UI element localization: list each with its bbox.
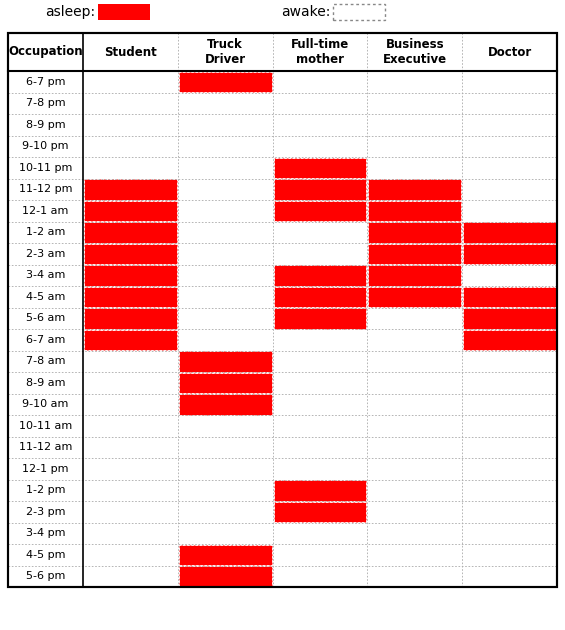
Bar [368, 244, 461, 264]
Text: Business
Executive: Business Executive [383, 38, 447, 66]
Text: 8-9 am: 8-9 am [26, 378, 65, 387]
Text: 2-3 am: 2-3 am [26, 249, 65, 259]
Bar [368, 200, 461, 221]
Text: Truck
Driver: Truck Driver [205, 38, 246, 66]
Bar [84, 200, 177, 221]
Bar [463, 244, 556, 264]
Text: 10-11 am: 10-11 am [19, 421, 72, 431]
Text: 9-10 pm: 9-10 pm [22, 141, 69, 151]
Text: 3-4 am: 3-4 am [26, 270, 65, 280]
Text: 10-11 pm: 10-11 pm [19, 163, 72, 173]
Bar [463, 222, 556, 243]
Text: 4-5 am: 4-5 am [26, 292, 65, 302]
Text: 1-2 am: 1-2 am [26, 227, 65, 238]
Text: 1-2 pm: 1-2 pm [26, 485, 65, 495]
Bar [463, 287, 556, 307]
Bar [84, 265, 177, 285]
Bar [179, 372, 272, 393]
Text: 12-1 pm: 12-1 pm [22, 464, 69, 474]
Bar [84, 329, 177, 350]
Bar [179, 394, 272, 415]
Bar [273, 480, 366, 500]
Bar [84, 179, 177, 200]
Bar [368, 179, 461, 200]
Bar [179, 351, 272, 372]
Text: 11-12 pm: 11-12 pm [19, 184, 72, 194]
Text: 7-8 am: 7-8 am [26, 356, 65, 366]
Bar [179, 544, 272, 565]
Text: 6-7 pm: 6-7 pm [26, 77, 65, 87]
Bar [368, 265, 461, 285]
Bar [273, 265, 366, 285]
Text: 9-10 am: 9-10 am [22, 399, 69, 410]
Text: 3-4 pm: 3-4 pm [26, 528, 65, 538]
Bar [84, 287, 177, 307]
Text: 6-7 am: 6-7 am [26, 335, 65, 345]
Bar [84, 244, 177, 264]
Text: 12-1 am: 12-1 am [22, 206, 69, 215]
Text: 5-6 pm: 5-6 pm [26, 571, 65, 581]
Bar [273, 179, 366, 200]
Text: 11-12 am: 11-12 am [19, 442, 72, 452]
Bar [463, 329, 556, 350]
Bar [179, 71, 272, 92]
Bar [8, 33, 557, 587]
Text: 8-9 pm: 8-9 pm [25, 120, 66, 130]
Bar [368, 287, 461, 307]
Text: Full-time
mother: Full-time mother [291, 38, 349, 66]
Bar [273, 287, 366, 307]
Text: 5-6 am: 5-6 am [26, 313, 65, 323]
Bar [8, 33, 557, 587]
Bar [98, 4, 150, 20]
Bar [273, 308, 366, 328]
Bar [333, 4, 385, 20]
Text: 4-5 pm: 4-5 pm [26, 550, 65, 559]
Text: Student: Student [104, 45, 157, 59]
Text: awake:: awake: [281, 5, 330, 19]
Bar [273, 158, 366, 178]
Bar [463, 308, 556, 328]
Text: 2-3 pm: 2-3 pm [26, 507, 65, 517]
Bar [273, 501, 366, 522]
Bar [368, 222, 461, 243]
Text: asleep:: asleep: [45, 5, 95, 19]
Text: 7-8 pm: 7-8 pm [25, 98, 66, 108]
Bar [84, 222, 177, 243]
Text: Doctor: Doctor [488, 45, 532, 59]
Text: Occupation: Occupation [8, 45, 83, 59]
Bar [179, 566, 272, 587]
Bar [273, 200, 366, 221]
Bar [84, 308, 177, 328]
